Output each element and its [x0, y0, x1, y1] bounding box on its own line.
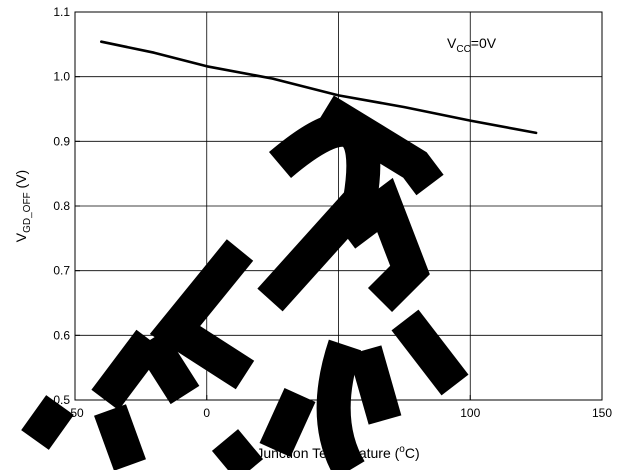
x-axis-label-tail: C) [405, 445, 420, 461]
y-axis-label-tail: (V) [13, 170, 29, 193]
y-tick-label: 0.7 [53, 264, 70, 278]
x-tick-label: 100 [460, 406, 480, 420]
watermark [21, 95, 469, 470]
y-tick-label: 0.6 [53, 328, 70, 342]
y-tick-label: 1.1 [53, 5, 70, 19]
x-tick-label: 0 [203, 406, 210, 420]
x-axis-label-main: Junction Temperature ( [256, 445, 399, 461]
x-tick-label: -50 [66, 406, 84, 420]
annotation-vcc: VCC=0V [447, 35, 497, 55]
annotation-tail: =0V [471, 35, 497, 51]
y-tick-label: 0.9 [53, 134, 70, 148]
y-tick-label: 0.8 [53, 199, 70, 213]
y-tick-label: 0.5 [53, 393, 70, 407]
series-layer [100, 40, 538, 135]
y-tick-label: 1.0 [53, 70, 70, 84]
annotation-sub: CC [456, 44, 470, 55]
tick-labels: -50 0 50 100 150 0.5 0.6 0.7 0.8 0.9 1.0 1.1 [53, 5, 612, 420]
x-tick-label: 50 [332, 406, 346, 420]
x-tick-label: 150 [592, 406, 612, 420]
x-axis-label: Junction Temperature (oC) [256, 444, 419, 461]
series-line-0 [100, 40, 538, 135]
annotation-main: V [447, 35, 457, 51]
y-axis-label-main: V [13, 232, 29, 242]
grid [75, 12, 602, 400]
y-axis-label-sub: GD_OFF [22, 192, 33, 233]
x-axis-label-sup: o [399, 444, 405, 455]
y-axis-label: VGD_OFF (V) [13, 170, 33, 242]
